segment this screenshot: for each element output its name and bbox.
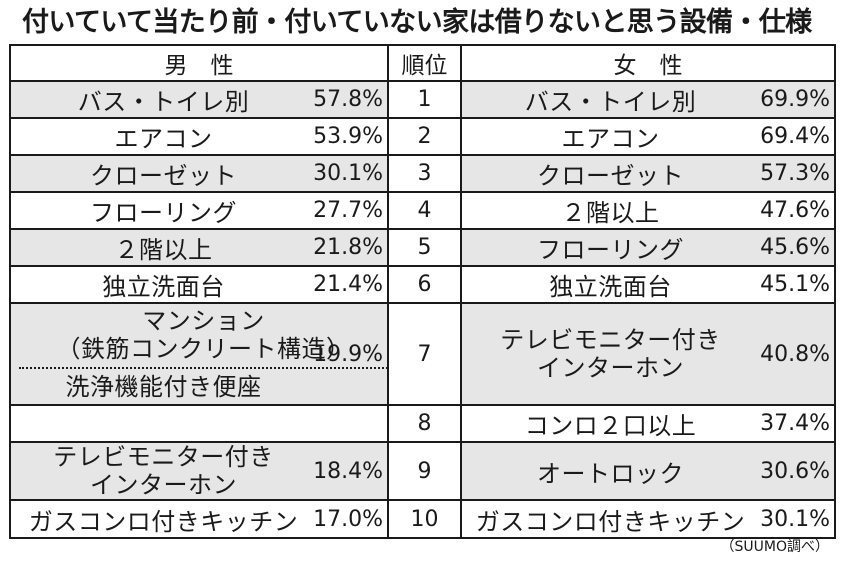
male-item-line: （鉄筋コンクリート構造） [56,335,351,363]
table-row: クローゼット 30.1% 3 クローゼット 57.3% [9,154,836,193]
rank-header: 順位 [387,44,462,82]
rank-number: 8 [387,404,462,443]
female-item: 独立洗面台 [460,265,751,304]
female-item-line: インターホン [537,354,684,382]
female-pct: 37.4% [751,404,836,443]
rank-number: 10 [387,499,462,539]
female-item: クローゼット [460,154,751,193]
female-pct: 47.6% [751,191,836,230]
female-item: ガスコンロ付きキッチン [460,499,751,539]
female-pct: 57.3% [751,154,836,193]
table-header-row: 男 性 順位 女 性 [9,44,836,82]
female-pct: 45.1% [751,265,836,304]
table-row: マンション （鉄筋コンクリート構造） 洗浄機能付き便座 19.9% 7 テレビモ… [9,302,836,406]
male-item-empty [9,404,308,443]
table-row: ２階以上 21.8% 5 フローリング 45.6% [9,228,836,267]
rank-number: 6 [387,265,462,304]
female-item: オートロック [460,441,751,501]
male-item: テレビモニター付き インターホン [9,441,308,501]
page-title: 付いていて当たり前・付いていない家は借りないと思う設備・仕様 [22,7,812,38]
male-item-tie: マンション （鉄筋コンクリート構造） 洗浄機能付き便座 [9,302,388,406]
male-item: クローゼット [9,154,308,193]
male-item: ２階以上 [9,228,308,267]
female-item: バス・トイレ別 [460,80,751,119]
rank-number: 1 [387,80,462,119]
male-item-line: テレビモニター付き [53,443,274,471]
female-pct: 45.6% [751,228,836,267]
table-row: エアコン 53.9% 2 エアコン 69.4% [9,117,836,156]
male-item: バス・トイレ別 [9,80,308,119]
female-pct: 30.6% [751,441,836,501]
rank-number: 9 [387,441,462,501]
table-row: 独立洗面台 21.4% 6 独立洗面台 45.1% [9,265,836,304]
male-pct: 21.4% [308,265,389,304]
male-item-line: マンション [142,307,265,335]
male-pct: 17.0% [308,499,389,539]
male-pct: 18.4% [308,441,389,501]
female-item: フローリング [460,228,751,267]
female-header: 女 性 [460,44,836,82]
male-item: フローリング [9,191,308,230]
table-row: テレビモニター付き インターホン 18.4% 9 オートロック 30.6% [9,441,836,501]
female-pct: 40.8% [751,302,836,406]
male-pct: 30.1% [308,154,389,193]
rank-number: 5 [387,228,462,267]
male-item: エアコン [9,117,308,156]
male-pct: 21.8% [308,228,389,267]
table-row: バス・トイレ別 57.8% 1 バス・トイレ別 69.9% [9,80,836,119]
rank-number: 7 [387,302,462,406]
table-row: 8 コンロ２口以上 37.4% [9,404,836,443]
female-item: エアコン [460,117,751,156]
male-pct: 27.7% [308,191,389,230]
male-header: 男 性 [9,44,389,82]
male-item: 独立洗面台 [9,265,308,304]
female-pct: 69.4% [751,117,836,156]
male-pct: 53.9% [308,117,389,156]
rank-number: 3 [387,154,462,193]
male-pct: 57.8% [308,80,389,119]
female-item: テレビモニター付き インターホン [460,302,751,406]
rank-number: 2 [387,117,462,156]
female-item: ２階以上 [460,191,751,230]
source-note: （SUUMO調べ） [720,539,829,555]
male-pct: 19.9% [308,302,389,406]
male-item-line: 洗浄機能付き便座 [65,373,262,401]
male-pct-empty [308,404,389,443]
table-row: フローリング 27.7% 4 ２階以上 47.6% [9,191,836,230]
rank-number: 4 [387,191,462,230]
table-row: ガスコンロ付きキッチン 17.0% 10 ガスコンロ付きキッチン 30.1% [9,499,836,539]
ranking-table: 男 性 順位 女 性 バス・トイレ別 57.8% 1 バス・トイレ別 69.9%… [9,44,836,539]
female-item: コンロ２口以上 [460,404,751,443]
male-item: ガスコンロ付きキッチン [9,499,308,539]
female-item-line: テレビモニター付き [500,326,721,354]
male-item-line: インターホン [90,471,237,499]
female-pct: 30.1% [751,499,836,539]
female-pct: 69.9% [751,80,836,119]
